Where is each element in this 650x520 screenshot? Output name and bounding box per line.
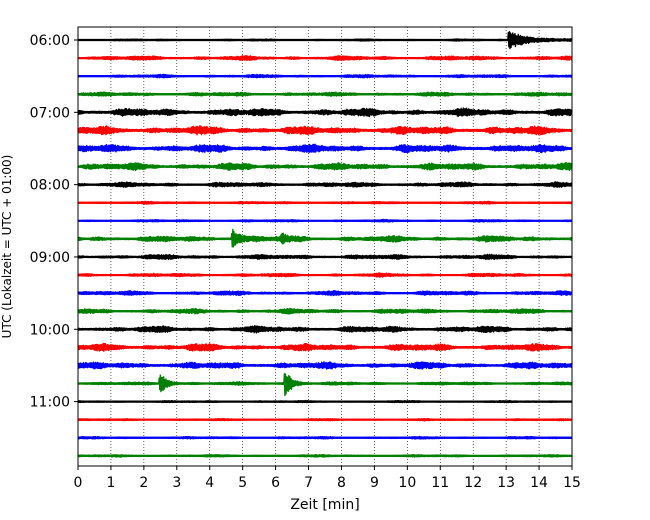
x-tick-label: 6 — [271, 475, 280, 491]
trace-row — [77, 272, 573, 278]
trace-row — [77, 290, 573, 297]
trace-row — [77, 228, 573, 248]
grid-lines — [110, 27, 540, 466]
y-tick-label: 09:00 — [30, 250, 70, 266]
x-tick-label: 8 — [337, 475, 346, 491]
trace-row — [77, 453, 573, 458]
trace-row — [77, 143, 573, 154]
trace-line — [77, 125, 573, 136]
trace-row — [77, 253, 573, 261]
trace-row — [77, 91, 573, 98]
y-axis-label: UTC (Lokalzeit = UTC + 01:00) — [0, 155, 14, 339]
plot-frame — [77, 26, 573, 467]
trace-row — [77, 417, 573, 422]
y-tick-label: 10:00 — [30, 322, 70, 338]
x-tick-label: 7 — [304, 475, 313, 491]
x-tick-label: 14 — [530, 475, 548, 491]
x-axis-label: Zeit [min] — [290, 497, 359, 513]
x-tick-label: 0 — [74, 475, 83, 491]
x-tick-label: 10 — [398, 475, 416, 491]
x-tick-label: 13 — [497, 475, 515, 491]
axes: 0 1 2 3 4 5 6 7 8 9 10 11 12 13 14 1506:0007:0008:0009:… — [30, 33, 581, 491]
trace-line — [77, 107, 573, 118]
x-tick-label: 3 — [172, 475, 181, 491]
trace-row — [77, 30, 573, 50]
x-tick-label: 11 — [431, 475, 449, 491]
x-tick-label: 5 — [238, 475, 247, 491]
trace-row — [77, 162, 573, 172]
trace-row — [77, 181, 573, 188]
trace-row — [77, 200, 573, 205]
x-tick-label: 4 — [205, 475, 214, 491]
trace-row — [77, 342, 573, 352]
trace-row — [77, 435, 573, 440]
trace-row — [77, 55, 573, 62]
x-tick-label: 1 — [106, 475, 115, 491]
trace-line — [77, 373, 573, 397]
y-tick-label: 06:00 — [30, 33, 70, 49]
x-tick-label: 12 — [464, 475, 482, 491]
trace-row — [77, 307, 573, 315]
trace-row — [77, 361, 573, 370]
trace-row — [77, 125, 573, 136]
trace-row — [77, 325, 573, 334]
trace-row — [77, 373, 573, 397]
trace-row — [77, 218, 573, 223]
trace-row — [77, 73, 573, 79]
trace-rows — [77, 30, 573, 458]
y-tick-label: 07:00 — [30, 105, 70, 121]
y-tick-label: 08:00 — [30, 178, 70, 194]
x-tick-label: 9 — [370, 475, 379, 491]
trace-row — [77, 107, 573, 118]
x-tick-label: 15 — [563, 475, 581, 491]
trace-row — [77, 399, 573, 404]
y-tick-label: 11:00 — [30, 395, 70, 411]
x-tick-label: 2 — [139, 475, 148, 491]
